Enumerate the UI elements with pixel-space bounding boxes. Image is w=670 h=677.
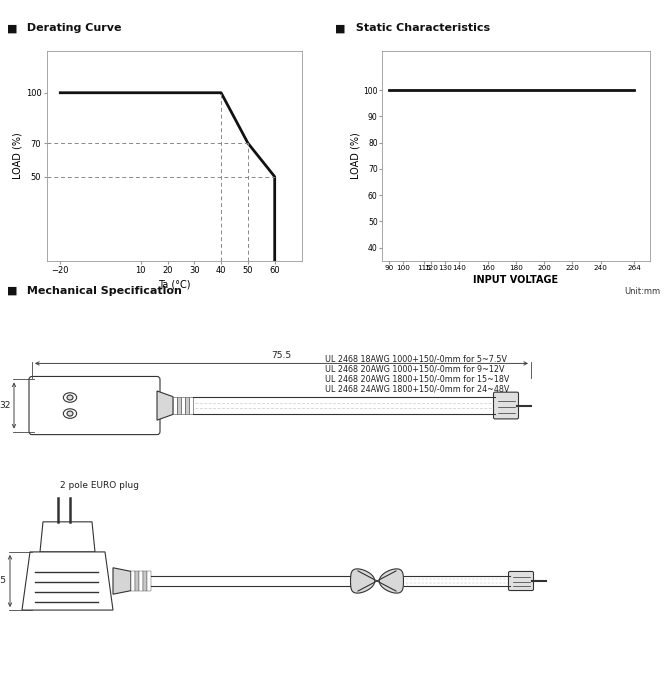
- Bar: [135, 571, 139, 590]
- Bar: [147, 571, 151, 590]
- Text: ■: ■: [335, 24, 346, 33]
- Text: ■: ■: [7, 24, 17, 33]
- FancyBboxPatch shape: [509, 571, 533, 590]
- Text: 2 pole EURO plug: 2 pole EURO plug: [60, 481, 139, 489]
- Text: UL 2468 24AWG 1800+150/-0mm for 24~48V: UL 2468 24AWG 1800+150/-0mm for 24~48V: [325, 385, 509, 393]
- Polygon shape: [22, 552, 113, 610]
- Y-axis label: LOAD (%): LOAD (%): [350, 132, 360, 179]
- Text: Unit:mm: Unit:mm: [624, 286, 660, 296]
- FancyBboxPatch shape: [29, 376, 160, 435]
- FancyBboxPatch shape: [494, 392, 519, 419]
- Bar: [139, 571, 143, 590]
- Polygon shape: [350, 569, 375, 593]
- Text: UL 2468 20AWG 1800+150/-0mm for 15~18V: UL 2468 20AWG 1800+150/-0mm for 15~18V: [325, 374, 509, 383]
- Bar: [143, 571, 147, 590]
- Bar: [181, 397, 185, 414]
- Text: Mechanical Specification: Mechanical Specification: [23, 286, 182, 296]
- Polygon shape: [113, 568, 131, 594]
- Text: Derating Curve: Derating Curve: [23, 24, 122, 33]
- Text: 75.5: 75.5: [271, 351, 291, 360]
- Ellipse shape: [67, 395, 73, 400]
- Text: 32: 32: [0, 401, 11, 410]
- Polygon shape: [157, 391, 173, 420]
- Text: 47.5: 47.5: [0, 577, 7, 586]
- Bar: [185, 397, 189, 414]
- Bar: [189, 397, 193, 414]
- Polygon shape: [40, 522, 95, 552]
- X-axis label: INPUT VOLTAGE: INPUT VOLTAGE: [473, 275, 559, 285]
- X-axis label: Ta (°C): Ta (°C): [158, 280, 190, 289]
- Text: Static Characteristics: Static Characteristics: [352, 24, 490, 33]
- Polygon shape: [379, 569, 403, 593]
- Text: UL 2468 20AWG 1000+150/-0mm for 9~12V: UL 2468 20AWG 1000+150/-0mm for 9~12V: [325, 364, 505, 374]
- Y-axis label: LOAD (%): LOAD (%): [13, 132, 23, 179]
- Ellipse shape: [67, 411, 73, 416]
- Text: UL 2468 18AWG 1000+150/-0mm for 5~7.5V: UL 2468 18AWG 1000+150/-0mm for 5~7.5V: [325, 354, 507, 364]
- Bar: [173, 397, 177, 414]
- Ellipse shape: [64, 409, 76, 418]
- Text: ■: ■: [7, 286, 17, 296]
- Bar: [177, 397, 181, 414]
- Ellipse shape: [64, 393, 76, 402]
- Bar: [131, 571, 135, 590]
